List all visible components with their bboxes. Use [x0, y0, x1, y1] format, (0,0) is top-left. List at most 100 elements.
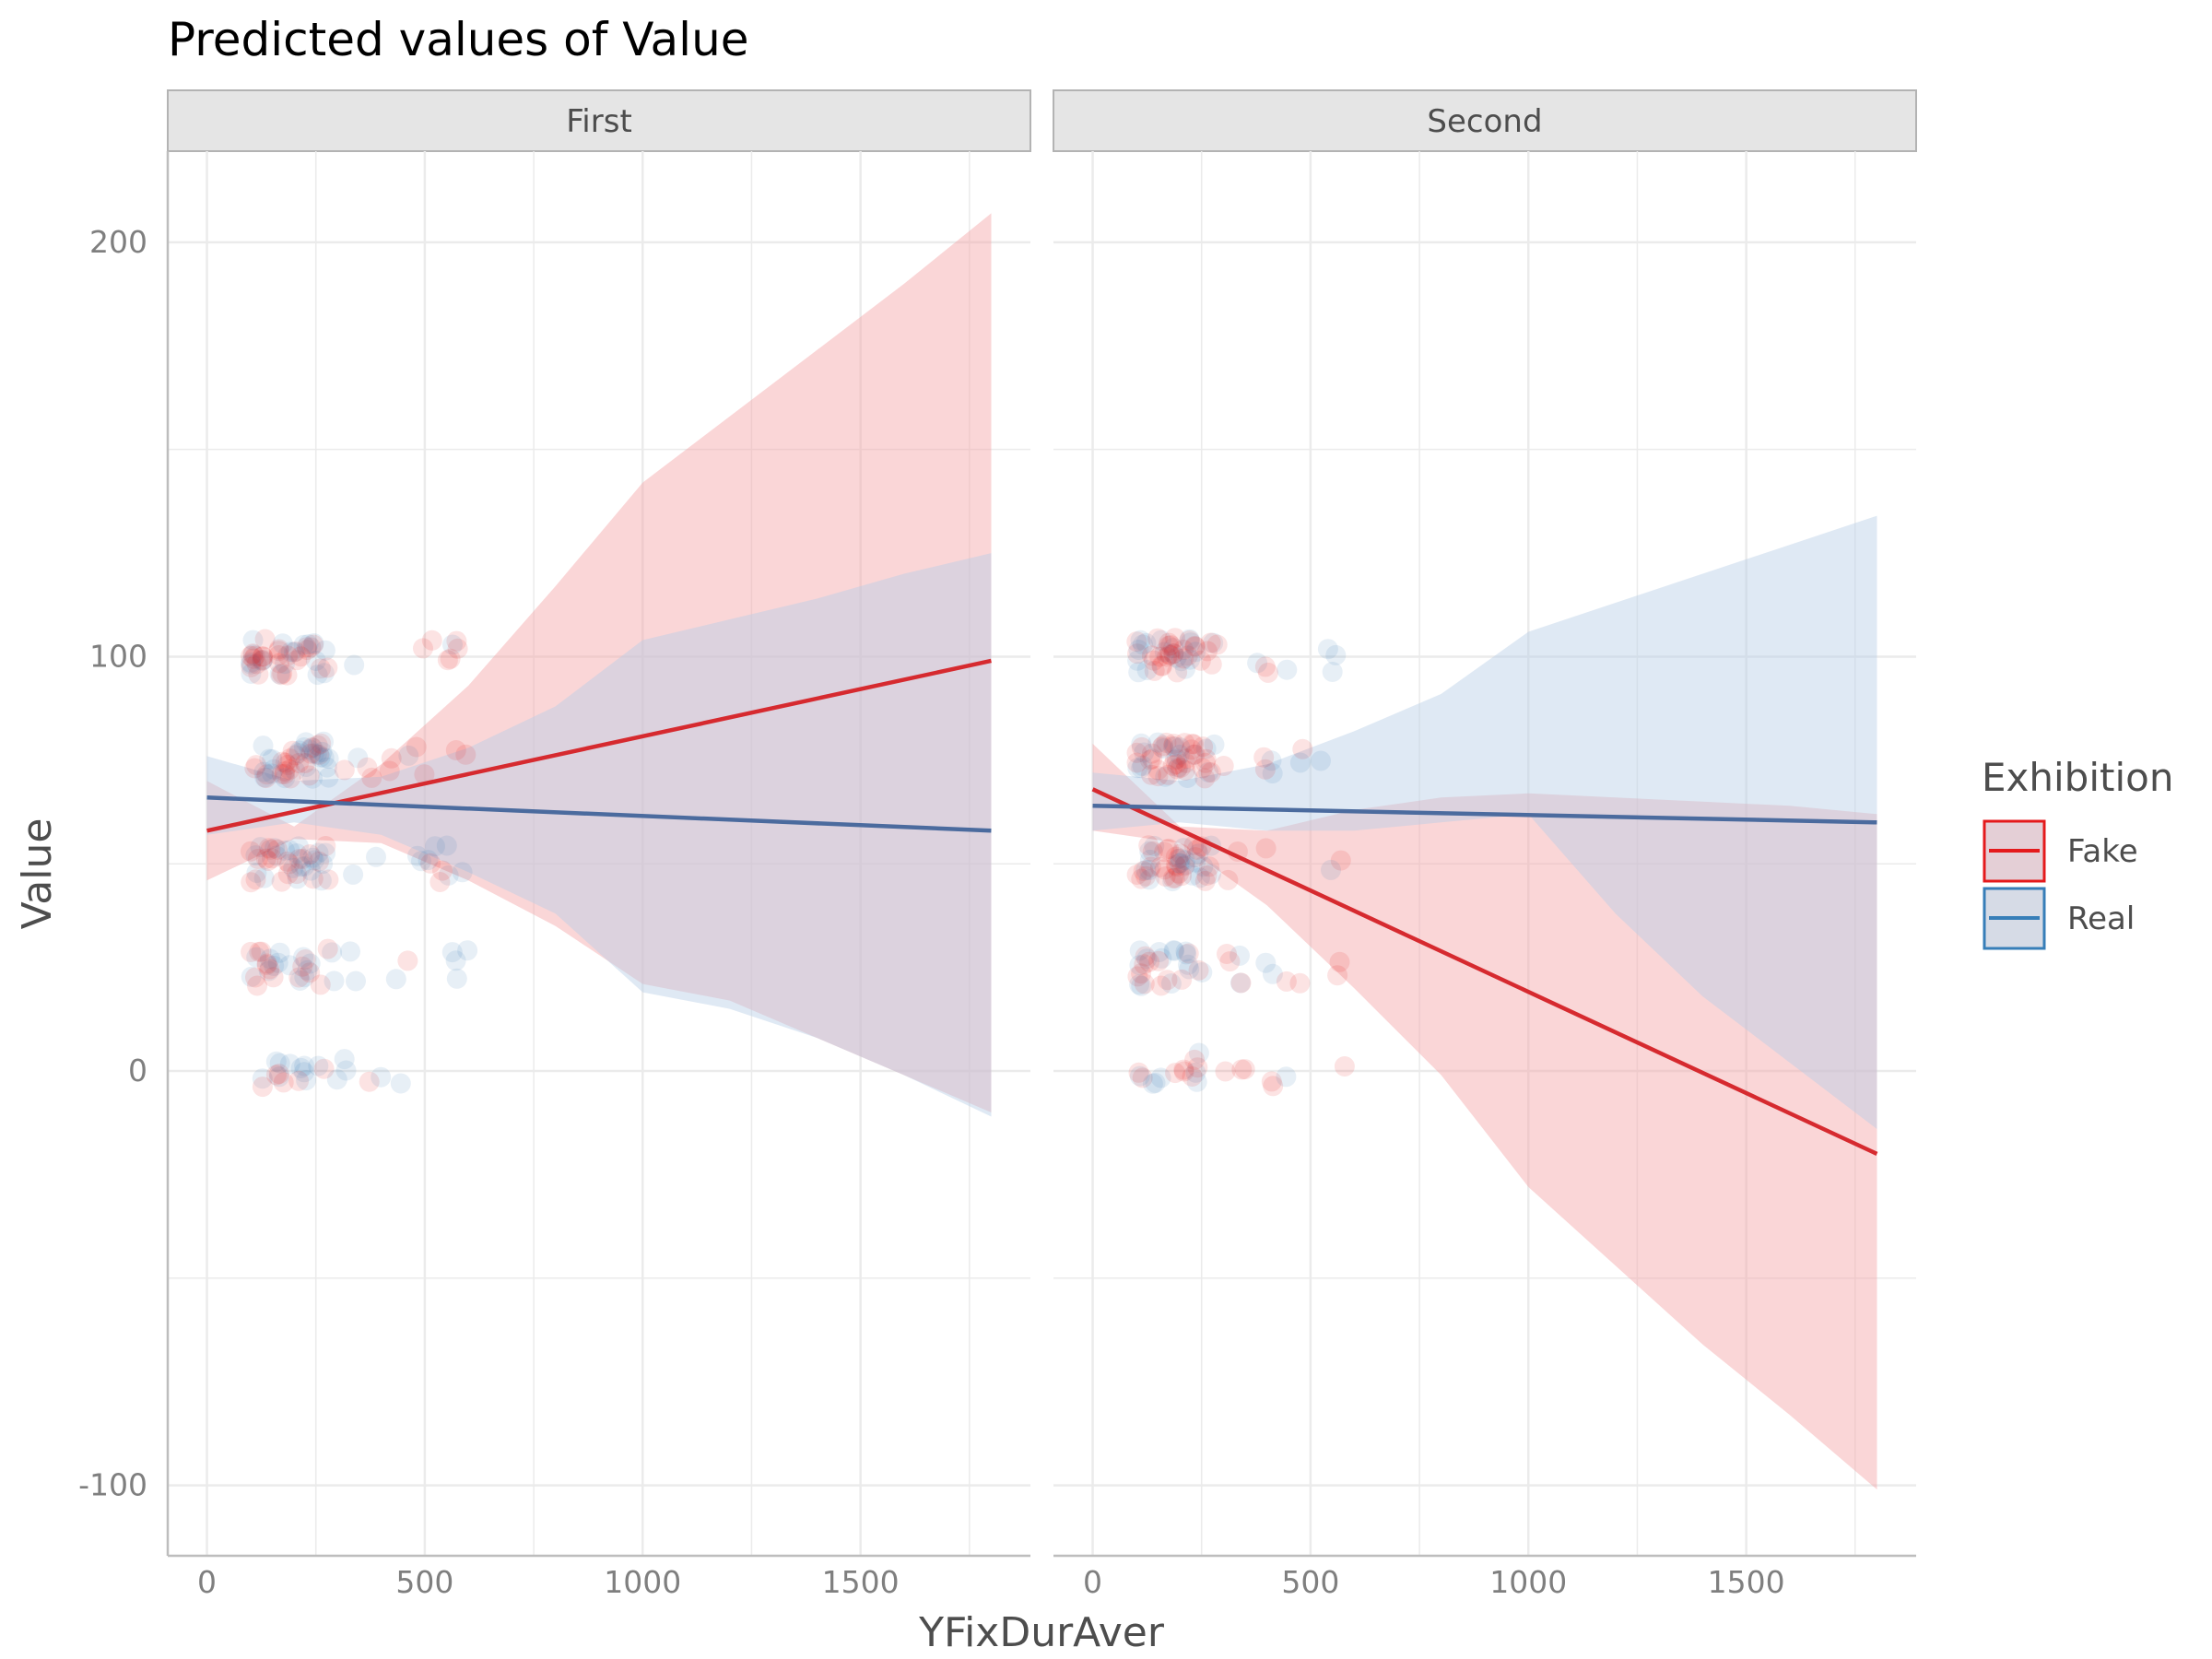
data-point: [1254, 656, 1276, 677]
data-point: [252, 650, 273, 671]
data-point: [271, 871, 292, 892]
x-tick-label: 1500: [1708, 1564, 1785, 1600]
data-point: [1186, 839, 1207, 860]
data-point: [1171, 758, 1191, 778]
data-point: [277, 645, 299, 666]
data-point: [1262, 963, 1283, 984]
data-point: [1126, 742, 1147, 763]
data-point: [1142, 841, 1163, 862]
data-point: [269, 664, 290, 685]
data-point: [1127, 758, 1148, 779]
data-point: [1230, 972, 1251, 994]
data-point: [1142, 748, 1163, 770]
data-point: [298, 634, 319, 655]
data-point: [300, 962, 321, 983]
data-point: [287, 868, 308, 889]
data-point: [420, 853, 441, 874]
data-point: [272, 663, 293, 684]
jitter-points: [241, 629, 478, 1098]
legend-label-real: Real: [2067, 900, 2135, 937]
data-point: [1150, 856, 1171, 877]
data-point: [1129, 955, 1150, 976]
data-point: [1167, 662, 1188, 683]
data-point: [1230, 945, 1250, 966]
data-point: [1152, 655, 1172, 677]
data-point: [1192, 758, 1213, 779]
data-point: [266, 845, 287, 866]
data-point: [279, 759, 300, 781]
data-point: [1168, 848, 1189, 869]
data-point: [1185, 1062, 1206, 1083]
data-point: [285, 745, 306, 766]
data-point: [273, 1072, 294, 1093]
data-point: [253, 646, 273, 667]
data-point: [245, 967, 265, 988]
data-point: [314, 640, 335, 661]
data-point: [1147, 759, 1169, 781]
data-point: [1164, 628, 1185, 649]
data-point: [1169, 744, 1190, 765]
data-point: [1139, 841, 1160, 862]
data-point: [1162, 871, 1183, 892]
data-point: [282, 740, 303, 761]
data-point: [1134, 742, 1155, 763]
data-point: [258, 851, 278, 871]
data-point: [272, 751, 293, 772]
data-point: [262, 748, 283, 770]
data-point: [438, 865, 459, 886]
data-point: [277, 754, 299, 775]
data-point: [311, 733, 332, 754]
data-point: [288, 849, 310, 869]
data-point: [1163, 643, 1184, 664]
data-point: [1317, 639, 1338, 660]
data-point: [381, 747, 402, 769]
data-point: [316, 757, 337, 778]
data-point: [1165, 1063, 1186, 1084]
data-point: [1159, 644, 1180, 665]
data-point: [1129, 940, 1150, 961]
data-point: [1159, 632, 1180, 653]
data-point: [1173, 1059, 1194, 1080]
strip-label-second: Second: [1427, 103, 1542, 140]
data-point: [303, 743, 324, 764]
data-point: [445, 950, 466, 971]
data-point: [297, 959, 318, 981]
data-point: [1169, 863, 1189, 884]
data-point: [1128, 640, 1149, 660]
data-point: [1156, 732, 1177, 753]
data-point: [279, 1053, 300, 1075]
data-point: [1184, 635, 1206, 656]
data-point: [256, 764, 277, 785]
data-point: [1184, 744, 1206, 765]
data-point: [242, 629, 264, 651]
data-point: [1164, 736, 1185, 758]
data-point: [1230, 972, 1252, 994]
data-point: [313, 663, 335, 684]
data-point: [241, 872, 262, 893]
data-point: [1176, 944, 1197, 965]
data-point: [347, 747, 369, 769]
data-point: [275, 768, 296, 789]
data-point: [1199, 856, 1220, 877]
data-point: [1134, 973, 1155, 994]
data-point: [445, 740, 466, 760]
data-point: [300, 844, 321, 865]
data-point: [1134, 954, 1155, 975]
fit-line-real: [206, 795, 992, 833]
data-point: [335, 1060, 357, 1081]
data-point: [271, 764, 292, 784]
data-point: [265, 838, 285, 859]
data-point: [1175, 941, 1196, 962]
x-tick-label: 1000: [1489, 1564, 1567, 1600]
data-point: [252, 1077, 273, 1098]
data-point: [269, 653, 289, 674]
data-point: [262, 763, 282, 784]
data-point: [279, 840, 300, 861]
data-point: [275, 752, 296, 773]
data-point: [267, 952, 288, 973]
data-point: [1154, 641, 1175, 663]
data-point: [413, 638, 433, 659]
data-point: [344, 654, 365, 676]
data-point: [242, 643, 264, 665]
data-point: [246, 653, 267, 675]
